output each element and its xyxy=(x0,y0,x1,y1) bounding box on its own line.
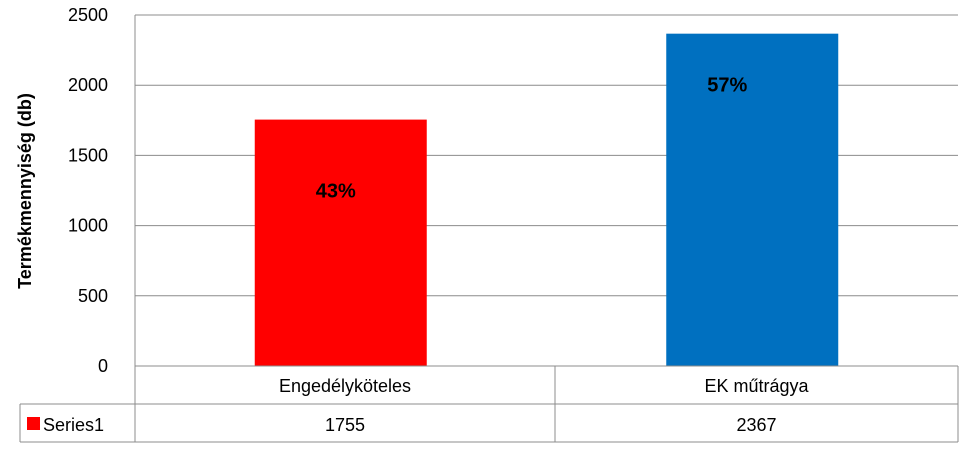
legend-key-swatch xyxy=(27,417,40,430)
y-tick-label: 500 xyxy=(78,286,108,306)
bar-percent-label: 57% xyxy=(707,75,747,97)
y-tick-label: 2000 xyxy=(68,75,108,95)
y-axis-label: Termékmennyiség (db) xyxy=(15,93,35,289)
table-value-cell: 1755 xyxy=(325,415,365,435)
bar xyxy=(666,33,839,367)
bar xyxy=(254,119,427,367)
bars xyxy=(254,33,839,367)
y-tick-label: 2500 xyxy=(68,5,108,25)
y-tick-label: 1500 xyxy=(68,145,108,165)
table-value-cell: 2367 xyxy=(736,415,776,435)
y-tick-label: 0 xyxy=(98,356,108,376)
y-tick-label: 1000 xyxy=(68,216,108,236)
data-table: Engedélyköteles 1755 EK műtrágya 2367 Series… xyxy=(19,365,959,443)
bar-percent-label: 43% xyxy=(316,181,356,203)
x-category-label: EK műtrágya xyxy=(704,376,809,396)
data-labels: 43% 57% xyxy=(316,75,748,203)
legend-series-name: Series1 xyxy=(43,415,104,435)
x-category-label: Engedélyköteles xyxy=(279,376,411,396)
y-axis-ticks: 0 500 1000 1500 2000 2500 xyxy=(68,5,108,376)
